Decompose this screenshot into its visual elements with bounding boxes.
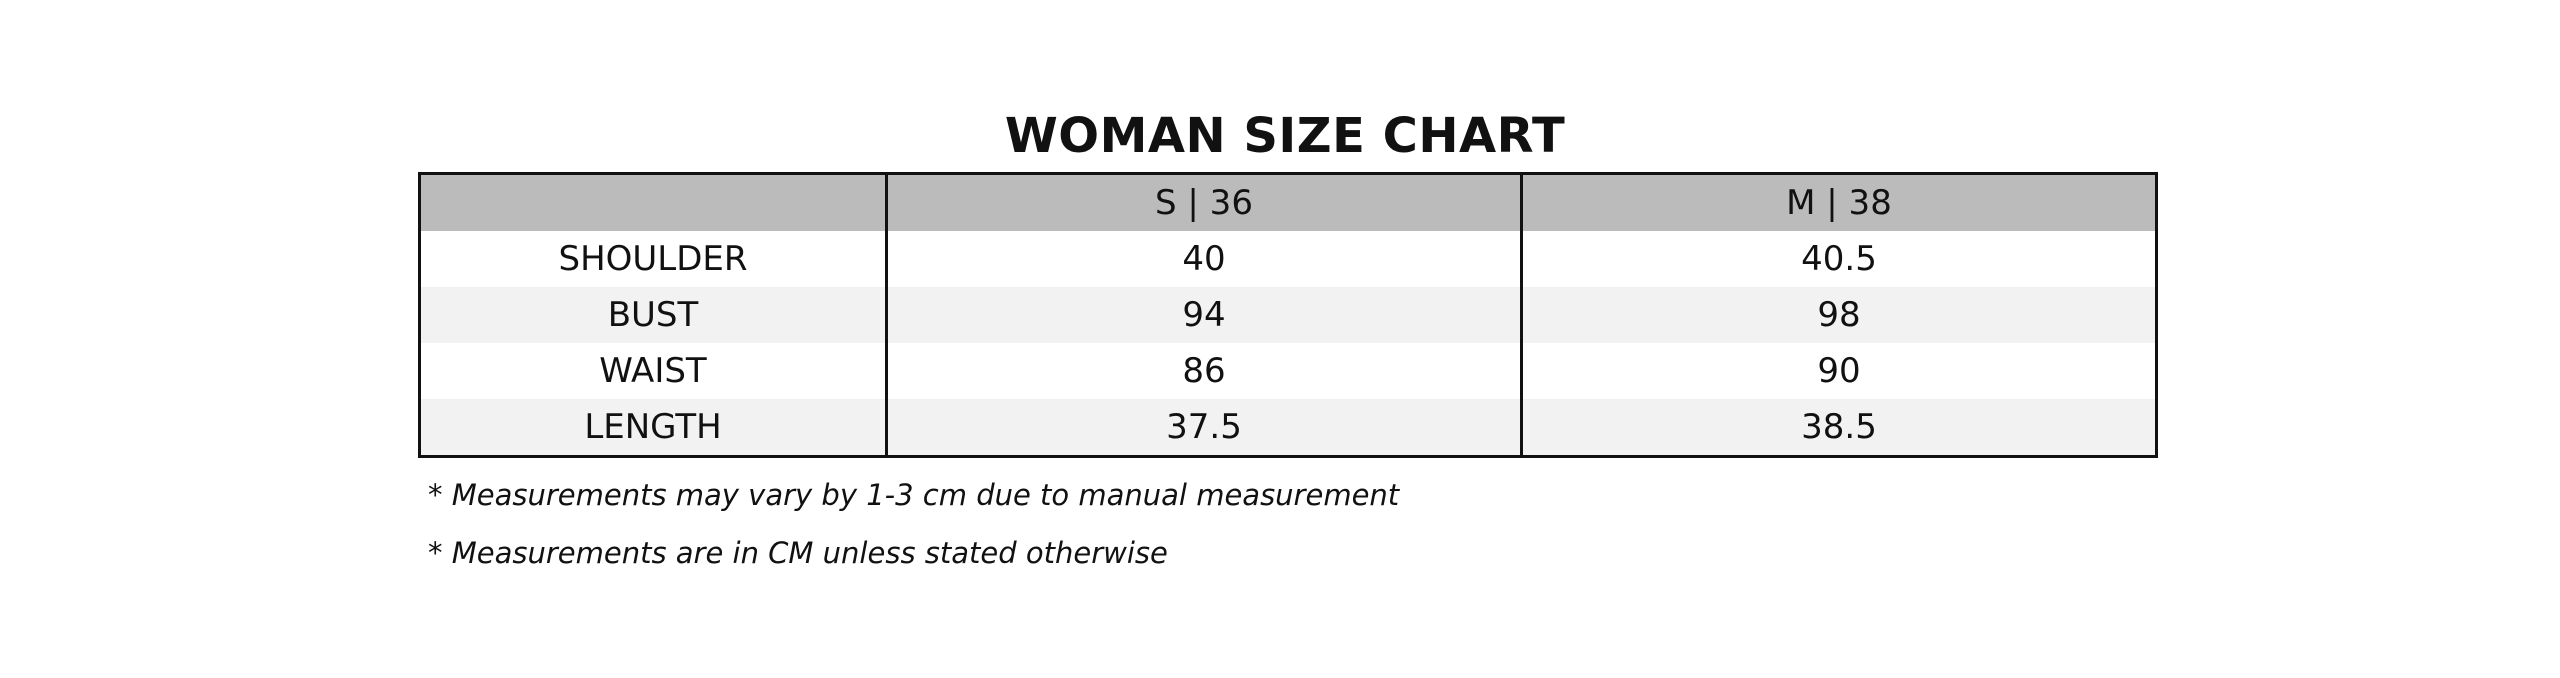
value-cell: 40 — [885, 231, 1523, 287]
table-row: WAIST 86 90 — [418, 343, 2158, 399]
value-cell: 37.5 — [885, 399, 1523, 457]
note: * Measurements are in CM unless stated o… — [428, 536, 1168, 570]
header-row: S | 36 M | 38 — [418, 173, 2158, 231]
value-cell: 90 — [1520, 343, 2158, 399]
value-cell: 94 — [885, 287, 1523, 343]
label-cell: WAIST — [418, 343, 888, 399]
size-table: S | 36 M | 38 SHOULDER 40 40.5 BUST 94 98 WAIST 8… — [418, 172, 2158, 458]
table-body: S | 36 M | 38 SHOULDER 40 40.5 BUST 94 98 WAIST 8… — [418, 173, 2158, 457]
value-cell: 86 — [885, 343, 1523, 399]
header-cell: S | 36 — [885, 173, 1523, 231]
table-row: SHOULDER 40 40.5 — [418, 231, 2158, 287]
label-cell: BUST — [418, 287, 888, 343]
label-cell: SHOULDER — [418, 231, 888, 287]
table-row: BUST 94 98 — [418, 287, 2158, 343]
value-cell: 38.5 — [1520, 399, 2158, 457]
header-cell: M | 38 — [1520, 173, 2158, 231]
header-cell — [418, 173, 888, 231]
value-cell: 98 — [1520, 287, 2158, 343]
title: WOMAN SIZE CHART — [1004, 108, 1566, 164]
note: * Measurements may vary by 1-3 cm due to… — [428, 478, 1400, 512]
value-cell: 40.5 — [1520, 231, 2158, 287]
label-cell: LENGTH — [418, 399, 888, 457]
table-row: LENGTH 37.5 38.5 — [418, 399, 2158, 457]
